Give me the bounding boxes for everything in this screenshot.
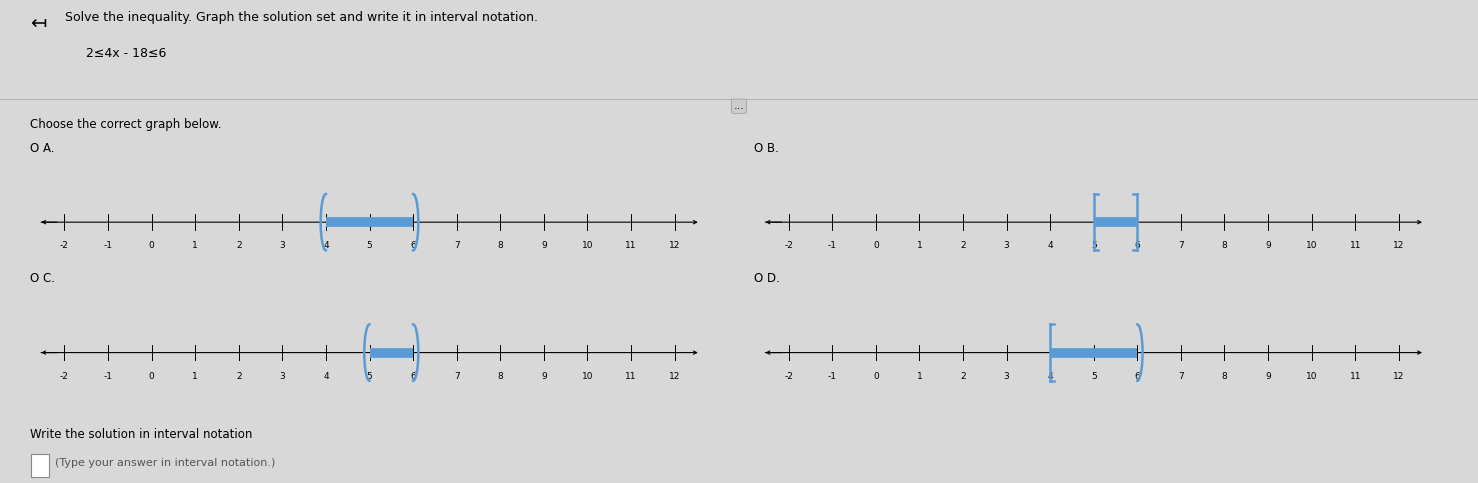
Text: 10: 10: [1307, 242, 1317, 250]
Text: 5: 5: [1091, 242, 1097, 250]
Text: -2: -2: [61, 242, 69, 250]
FancyBboxPatch shape: [31, 454, 49, 477]
Text: Choose the correct graph below.: Choose the correct graph below.: [30, 118, 222, 131]
Text: 3: 3: [1004, 372, 1009, 381]
Text: 2: 2: [236, 372, 241, 381]
Text: 9: 9: [1265, 372, 1271, 381]
Text: 7: 7: [454, 372, 460, 381]
Text: 0: 0: [149, 372, 155, 381]
Text: -1: -1: [103, 372, 112, 381]
Text: 11: 11: [625, 242, 637, 250]
Text: ...: ...: [733, 101, 745, 111]
Text: O C.: O C.: [30, 272, 55, 285]
Text: -2: -2: [785, 242, 794, 250]
Text: 10: 10: [1307, 372, 1317, 381]
Text: 3: 3: [1004, 242, 1009, 250]
Text: -1: -1: [828, 372, 837, 381]
Text: 9: 9: [1265, 242, 1271, 250]
Text: 9: 9: [541, 242, 547, 250]
Text: 2≤4x - 18≤6: 2≤4x - 18≤6: [86, 47, 167, 60]
Text: 8: 8: [1222, 372, 1227, 381]
Text: 11: 11: [1349, 242, 1361, 250]
Text: 1: 1: [916, 242, 922, 250]
Text: 5: 5: [367, 242, 372, 250]
Text: O A.: O A.: [30, 142, 55, 155]
Text: 5: 5: [367, 372, 372, 381]
Text: O D.: O D.: [754, 272, 780, 285]
Text: 6: 6: [1135, 372, 1140, 381]
Text: 9: 9: [541, 372, 547, 381]
Text: 11: 11: [625, 372, 637, 381]
Text: 10: 10: [582, 242, 593, 250]
Text: 7: 7: [454, 242, 460, 250]
Text: 8: 8: [1222, 242, 1227, 250]
Text: 1: 1: [916, 372, 922, 381]
Text: 12: 12: [1394, 372, 1404, 381]
Text: ↤: ↤: [30, 14, 46, 32]
Text: 2: 2: [236, 242, 241, 250]
Text: 8: 8: [498, 372, 503, 381]
Text: 11: 11: [1349, 372, 1361, 381]
Text: 4: 4: [324, 242, 328, 250]
Text: 4: 4: [1048, 372, 1052, 381]
Text: 5: 5: [1091, 372, 1097, 381]
Text: (Type your answer in interval notation.): (Type your answer in interval notation.): [55, 458, 275, 468]
Text: 7: 7: [1178, 242, 1184, 250]
Text: 0: 0: [873, 372, 879, 381]
Text: 8: 8: [498, 242, 503, 250]
Text: 12: 12: [670, 242, 680, 250]
Text: 6: 6: [1135, 242, 1140, 250]
Text: 2: 2: [961, 242, 965, 250]
Text: -2: -2: [785, 372, 794, 381]
Text: 3: 3: [279, 372, 285, 381]
Text: 7: 7: [1178, 372, 1184, 381]
Text: 3: 3: [279, 242, 285, 250]
Text: 4: 4: [1048, 242, 1052, 250]
Text: 4: 4: [324, 372, 328, 381]
Text: 0: 0: [873, 242, 879, 250]
Text: 2: 2: [961, 372, 965, 381]
Text: 12: 12: [670, 372, 680, 381]
Text: 1: 1: [192, 242, 198, 250]
Text: 12: 12: [1394, 242, 1404, 250]
Text: -2: -2: [61, 372, 69, 381]
Text: 0: 0: [149, 242, 155, 250]
Text: 10: 10: [582, 372, 593, 381]
Text: O B.: O B.: [754, 142, 779, 155]
Text: 1: 1: [192, 372, 198, 381]
Text: Solve the inequality. Graph the solution set and write it in interval notation.: Solve the inequality. Graph the solution…: [65, 11, 538, 24]
Text: -1: -1: [103, 242, 112, 250]
Text: -1: -1: [828, 242, 837, 250]
Text: 6: 6: [411, 242, 415, 250]
Text: 6: 6: [411, 372, 415, 381]
Text: Write the solution in interval notation: Write the solution in interval notation: [30, 428, 251, 441]
